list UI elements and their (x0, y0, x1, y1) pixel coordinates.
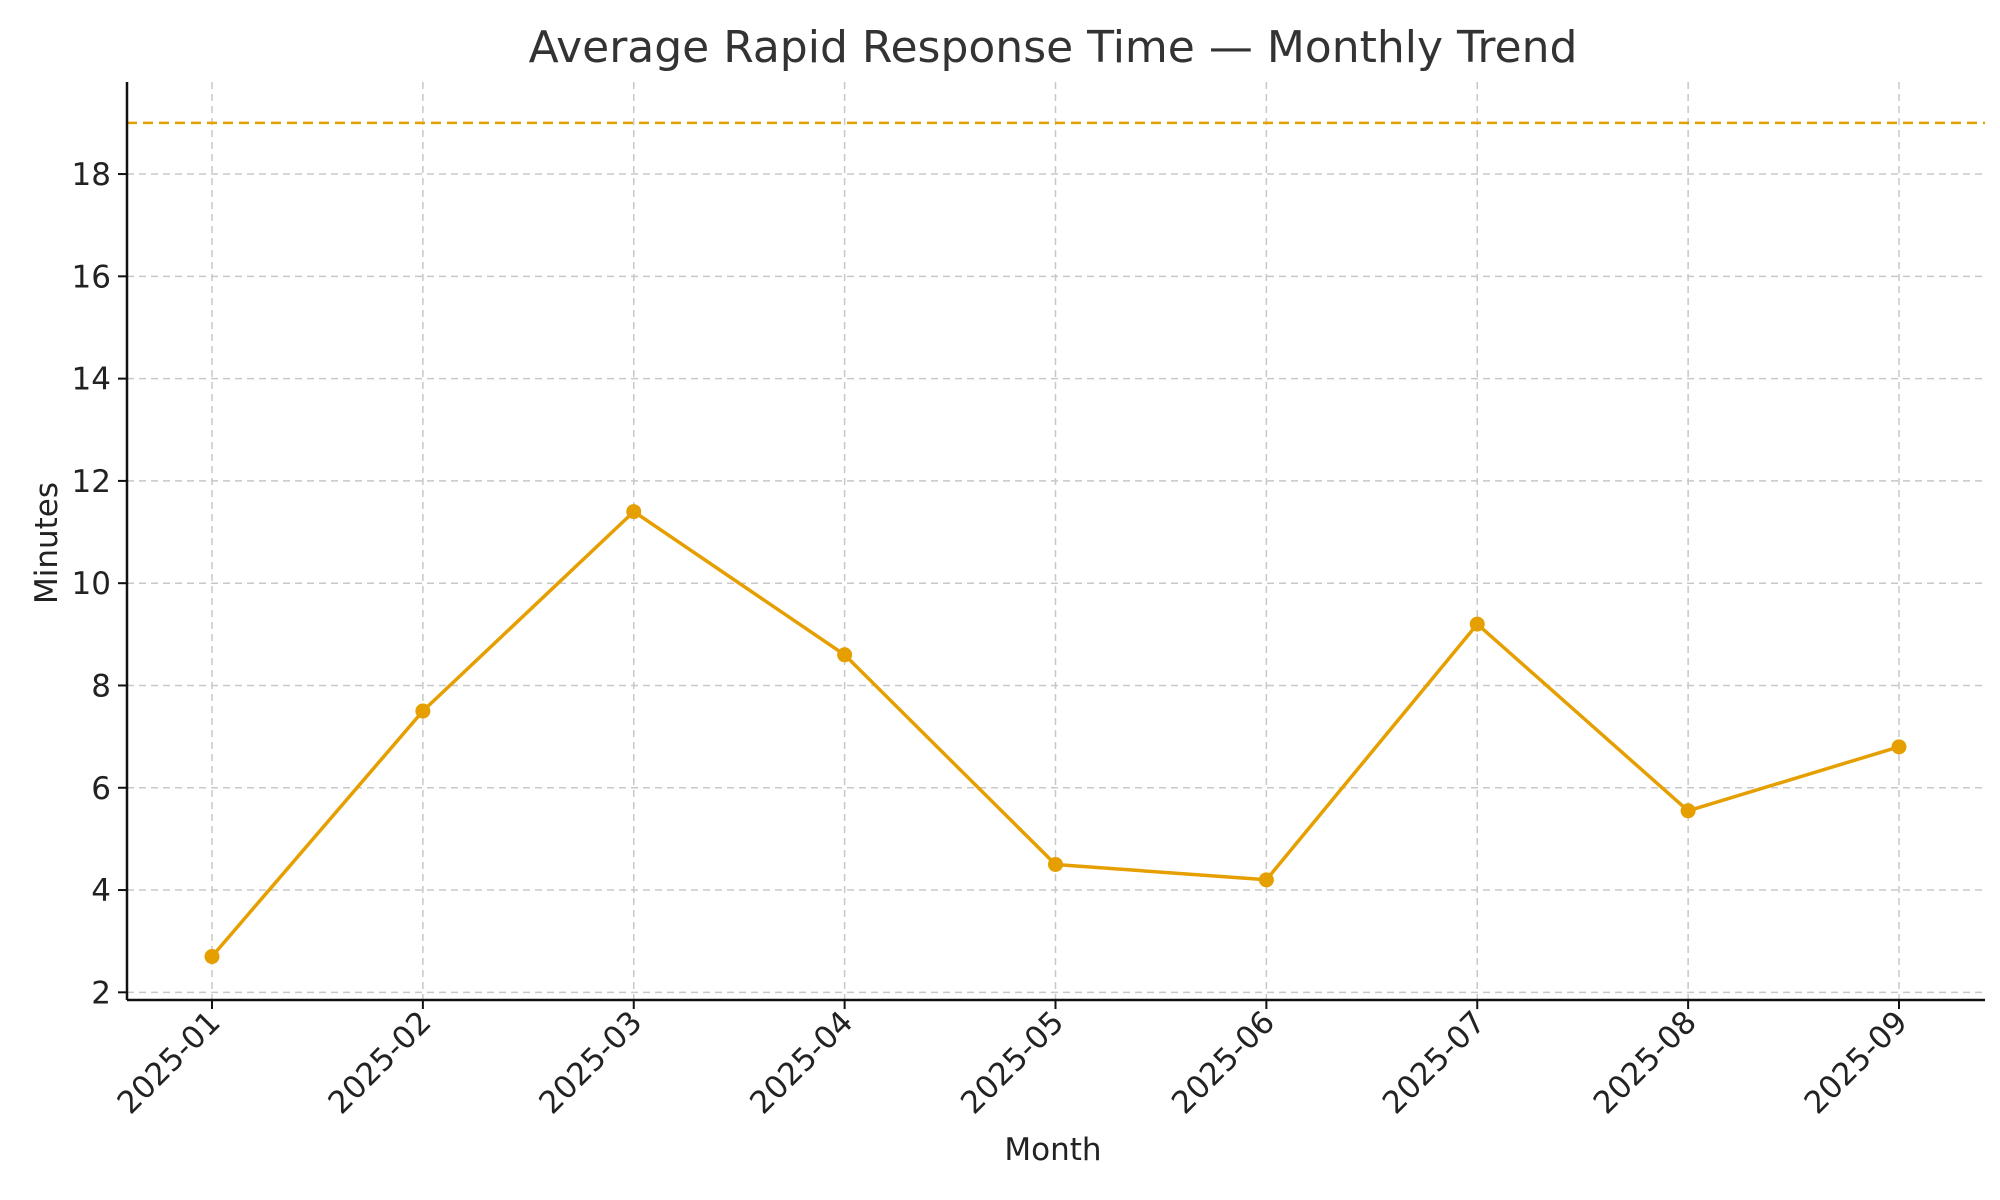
y-tick-label-18: 18 (72, 157, 111, 193)
data-point-2025-04 (837, 647, 853, 663)
data-point-2025-07 (1469, 616, 1485, 632)
x-tick-label-2025-03: 2025-03 (532, 1004, 649, 1121)
data-point-2025-05 (1048, 856, 1063, 872)
x-tick-label-2025-04: 2025-04 (743, 1004, 860, 1121)
x-tick-label-2025-06: 2025-06 (1165, 1004, 1282, 1121)
gridlines (127, 82, 1985, 1000)
chart-title: Average Rapid Response Time — Monthly Tr… (529, 22, 1578, 73)
data-point-2025-06 (1258, 872, 1274, 888)
y-tick-label-8: 8 (91, 668, 111, 704)
data-point-2025-01 (204, 949, 220, 965)
x-tick-label-2025-02: 2025-02 (321, 1004, 438, 1121)
y-tick-label-6: 6 (91, 771, 111, 807)
y-tick-label-10: 10 (72, 566, 111, 602)
x-tick-label-2025-09: 2025-09 (1798, 1004, 1915, 1121)
data-point-2025-03 (626, 504, 642, 520)
series-group (204, 504, 1907, 965)
y-axis-label: Minutes (29, 482, 65, 604)
y-tick-label-12: 12 (72, 464, 111, 500)
y-tick-label-2: 2 (91, 975, 111, 1011)
y-tick-label-16: 16 (72, 259, 111, 295)
data-point-2025-02 (415, 703, 431, 719)
x-axis-label: Month (1004, 1132, 1101, 1168)
data-point-2025-09 (1891, 739, 1907, 755)
x-axis-ticks: 2025-01 2025-02 2025-03 2025-04 2025-05 2025-… (111, 1000, 1915, 1121)
x-tick-label-2025-07: 2025-07 (1376, 1004, 1493, 1121)
x-tick-label-2025-08: 2025-08 (1587, 1004, 1704, 1121)
data-point-2025-08 (1680, 803, 1696, 819)
y-axis-ticks: 2 4 6 8 10 12 14 16 18 (72, 157, 127, 1011)
y-tick-label-4: 4 (91, 873, 111, 909)
x-tick-label-2025-01: 2025-01 (111, 1004, 228, 1121)
y-tick-label-14: 14 (72, 362, 111, 398)
x-tick-label-2025-05: 2025-05 (954, 1004, 1071, 1121)
